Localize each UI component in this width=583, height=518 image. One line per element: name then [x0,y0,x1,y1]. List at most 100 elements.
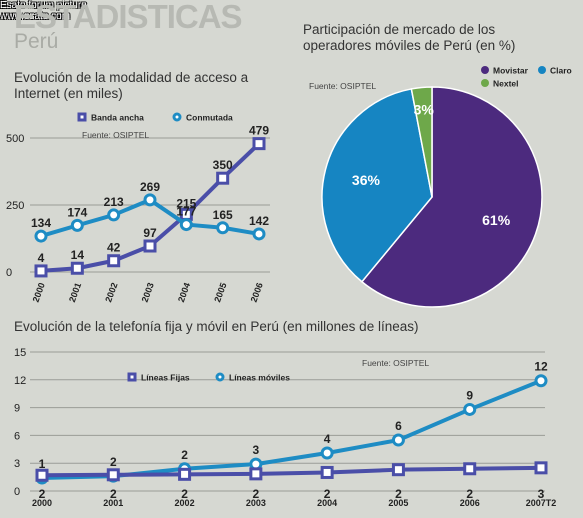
data-point [70,261,84,275]
legend-label: Conmutada [186,113,233,123]
x-tick-label: 2004 [176,281,192,303]
data-label: 213 [104,195,124,209]
data-label: 2 [110,487,117,501]
legend-swatch [481,79,489,87]
page-title: ESTADISTICAS [14,0,243,35]
y-tick-label: 15 [14,347,26,359]
x-tick-label: 2003 [246,498,266,508]
x-tick-label: 2002 [175,498,195,508]
data-point [143,239,157,253]
data-label: 14 [71,248,85,262]
slice-label: 3% [414,101,435,117]
y-tick-label: 12 [14,375,26,387]
chart1-title: Evolución de la modalidad de acceso a In… [14,70,249,101]
legend-swatch [538,66,546,74]
data-label: 165 [213,208,233,222]
data-label: 4 [38,251,45,265]
data-label: 2 [324,487,331,501]
x-tick-label: 2001 [67,281,83,303]
data-label: 2 [110,455,117,469]
data-point [107,254,121,268]
data-point [178,467,192,481]
data-point [252,137,266,151]
data-point [35,468,49,482]
legend-swatch [481,66,489,74]
x-tick-label: 2002 [103,281,119,303]
y-tick-label: 6 [14,430,20,442]
data-point [77,112,87,122]
data-label: 2 [181,448,188,462]
data-point [34,229,48,243]
data-label: 6 [395,419,402,433]
data-point [320,446,334,460]
data-label: 2 [466,487,473,501]
data-point [34,264,48,278]
data-point [391,463,405,477]
data-point [107,208,121,222]
source-note: Fuente: OSIPTEL [362,358,429,368]
series-line [41,465,542,478]
data-label: 3 [538,487,545,501]
legend-label: Movistar [493,66,529,76]
data-label: 2 [181,487,188,501]
data-point [143,193,157,207]
x-tick-label: 2007T2 [526,498,557,508]
data-point [179,218,193,232]
data-label: 215 [176,196,196,210]
data-label: 142 [249,214,269,228]
y-tick-label: 0 [14,486,20,498]
data-label: 177 [176,205,196,219]
slice-label: 61% [482,212,511,228]
x-tick-label: 2004 [317,498,337,508]
data-label: 134 [31,216,51,230]
data-point [216,171,230,185]
watermark-line: www.esato.com [0,11,71,22]
watermark: Esato forum picture www.esato.com [0,0,87,22]
data-point [463,402,477,416]
data-label: 97 [143,226,157,240]
data-label: 269 [140,180,160,194]
data-point [463,462,477,476]
pie-slice [360,86,543,308]
x-tick-label: 2006 [460,498,480,508]
x-tick-label: 2001 [103,498,123,508]
data-point [534,374,548,388]
data-label: 9 [466,388,473,402]
market-share-pie: Movistar Claro Nextel Fuente: OSIPTEL 61% 36%… [309,66,572,308]
data-label: 2 [395,487,402,501]
data-label: 174 [67,205,87,219]
y-tick-label: 500 [6,133,24,145]
data-point [320,465,334,479]
data-point [216,221,230,235]
data-point [391,433,405,447]
data-point [249,467,263,481]
watermark-line: Esato forum picture [0,0,87,11]
y-tick-label: 250 [6,200,24,212]
y-tick-label: 3 [14,458,20,470]
data-label: 12 [534,360,548,374]
legend-label: Líneas Fijas [141,373,190,383]
x-tick-label: 2005 [388,498,408,508]
internet-access-chart: 0 250 500 2000 2001 2002 2003 2004 2005 2006 Banda… [6,112,270,304]
data-label: 350 [213,158,233,172]
x-tick-label: 2000 [31,281,47,303]
data-label: 1 [39,457,46,471]
data-point [127,372,137,382]
data-point [70,218,84,232]
x-tick-label: 2003 [140,281,156,303]
x-tick-label: 2005 [212,281,228,303]
data-label: 42 [107,241,121,255]
data-point [106,468,120,482]
data-label: 479 [249,124,269,138]
source-note: Fuente: OSIPTEL [309,81,376,91]
legend-label: Claro [550,66,572,76]
data-point [534,461,548,475]
data-point [172,112,182,122]
pie-slice [321,88,433,283]
data-label: 4 [324,432,331,446]
page-subtitle: Perú [14,30,59,53]
data-point [252,227,266,241]
chart2-title: Participación de mercado de los operador… [303,22,516,53]
source-note: Fuente: OSIPTEL [82,130,149,140]
